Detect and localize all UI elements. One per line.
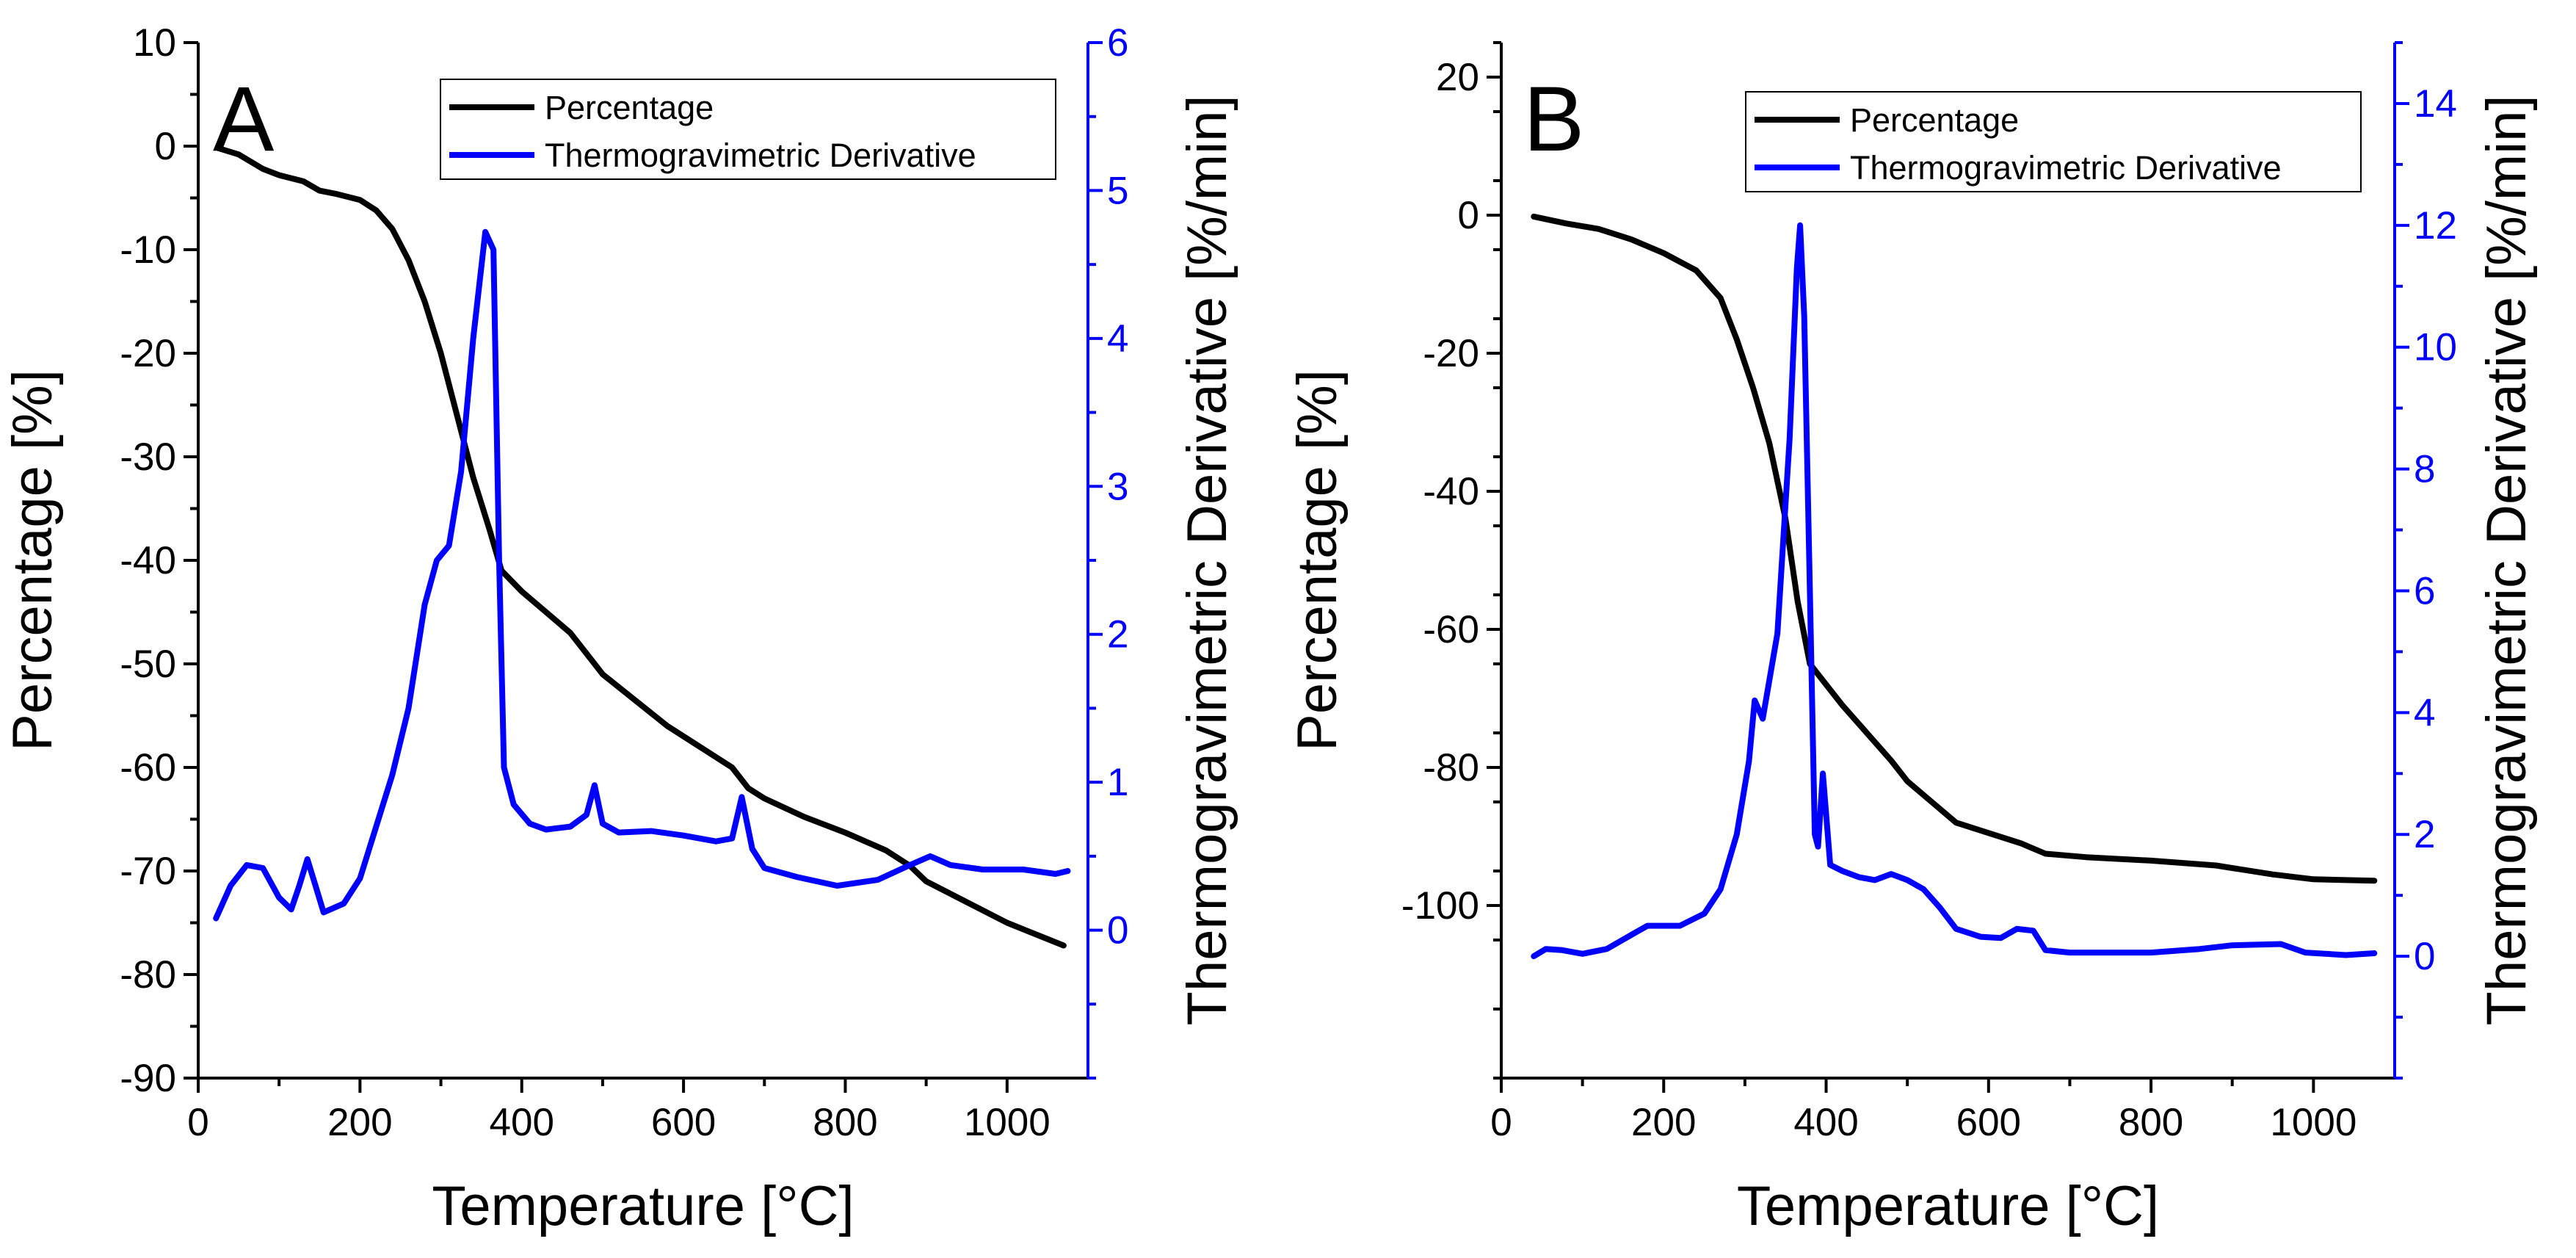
y-left-axis-label: Percentage [%] — [1286, 369, 1349, 751]
y-right-tick-label: 8 — [2414, 448, 2435, 491]
legend: Percentage Thermogravimetric Derivative — [440, 79, 1056, 180]
chart-panel-b: 0 200 400 600 800 1000200-20-40-60-80-1000246… — [1286, 41, 2538, 1237]
legend-label-percentage: Percentage — [1850, 101, 2019, 139]
y-right-tick-label: 2 — [1107, 613, 1128, 657]
y-right-axis-label: Thermogravimetric Derivative [%/min] — [2475, 95, 2538, 1026]
series-line-percentage — [215, 145, 1067, 949]
x-tick-label: 600 — [1956, 1101, 2021, 1144]
x-tick-label: 200 — [327, 1101, 392, 1144]
y-left-tick-label: 0 — [1458, 194, 1479, 237]
x-tick-label: 0 — [1490, 1101, 1512, 1144]
y-right-tick-label: 4 — [1107, 317, 1128, 361]
y-right-tick-label: 0 — [2414, 935, 2435, 978]
x-tick-label: 0 — [187, 1101, 208, 1144]
y-right-tick-label: 0 — [1107, 909, 1128, 952]
x-tick-label: 800 — [2119, 1101, 2183, 1144]
panel-label: A — [213, 68, 275, 170]
y-left-tick-label: -70 — [120, 850, 176, 893]
y-left-tick-label: -30 — [120, 435, 176, 479]
y-left-tick-label: -100 — [1401, 884, 1479, 928]
y-left-tick-label: -20 — [120, 332, 176, 375]
y-left-tick-label: 10 — [133, 21, 176, 65]
y-left-tick-label: -40 — [1423, 470, 1479, 513]
y-left-tick-label: -20 — [1423, 332, 1479, 375]
y-left-axis-label: Percentage [%] — [1, 369, 64, 751]
y-right-tick-label: 6 — [1107, 21, 1128, 65]
legend-box — [1745, 91, 2362, 192]
x-tick-label: 400 — [1793, 1101, 1858, 1144]
x-tick-label: 1000 — [964, 1101, 1051, 1144]
y-left-tick-label: -10 — [120, 228, 176, 272]
series-line-derivative — [1531, 222, 2378, 960]
y-right-tick-label: 10 — [2414, 326, 2457, 369]
x-tick-label: 200 — [1631, 1101, 1696, 1144]
y-left-tick-label: -90 — [120, 1057, 176, 1100]
x-tick-label: 400 — [490, 1101, 554, 1144]
legend-box — [440, 79, 1056, 180]
y-right-tick-label: 2 — [2414, 813, 2435, 856]
x-tick-label: 1000 — [2270, 1101, 2357, 1144]
legend-label-derivative: Thermogravimetric Derivative — [1850, 149, 2282, 187]
y-right-tick-label: 1 — [1107, 761, 1128, 804]
x-axis-label: Temperature [°C] — [1737, 1175, 2159, 1237]
legend-label-derivative: Thermogravimetric Derivative — [545, 137, 976, 174]
y-right-tick-label: 4 — [2414, 691, 2435, 734]
y-left-tick-label: -60 — [1423, 608, 1479, 651]
y-right-tick-label: 14 — [2414, 82, 2457, 126]
series-line-percentage — [1531, 213, 2378, 884]
x-tick-label: 800 — [813, 1101, 877, 1144]
y-left-tick-label: -50 — [120, 643, 176, 686]
y-left-tick-label: 20 — [1436, 56, 1479, 99]
y-left-tick-label: -60 — [120, 746, 176, 789]
y-right-tick-label: 3 — [1107, 465, 1128, 508]
y-right-tick-label: 5 — [1107, 169, 1128, 212]
x-axis-label: Temperature [°C] — [432, 1175, 854, 1237]
y-right-axis-label: Thermogravimetric Derivative [%/min] — [1176, 95, 1238, 1026]
legend-label-percentage: Percentage — [545, 89, 714, 126]
chart-panel-a: 0 200 400 600 800 1000100-10-20-30-40-50-60-7… — [1, 21, 1238, 1237]
y-right-tick-label: 12 — [2414, 204, 2457, 247]
y-right-tick-label: 6 — [2414, 569, 2435, 612]
y-left-tick-label: -80 — [1423, 746, 1479, 789]
panel-label: B — [1523, 68, 1584, 170]
y-left-tick-label: -80 — [120, 953, 176, 997]
x-tick-label: 600 — [651, 1101, 716, 1144]
y-left-tick-label: 0 — [155, 125, 176, 168]
series-line-derivative — [213, 228, 1071, 922]
legend: Percentage Thermogravimetric Derivative — [1745, 91, 2362, 192]
y-left-tick-label: -40 — [120, 539, 176, 582]
